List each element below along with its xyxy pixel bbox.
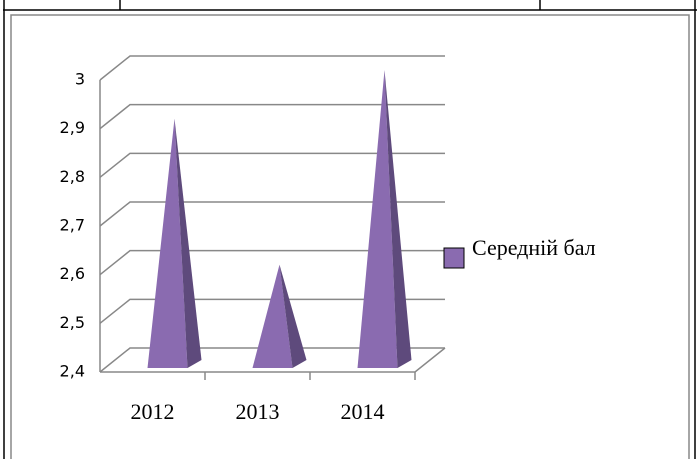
- pyramid-front: [252, 264, 293, 368]
- grid-line: [99, 249, 445, 276]
- x-tick-label: 2012: [131, 399, 175, 424]
- pyramid-side: [174, 118, 202, 369]
- y-tick-label: 2,7: [60, 216, 85, 235]
- legend-swatch: [443, 247, 465, 269]
- pyramid-front: [147, 118, 188, 369]
- pyramid-front: [357, 70, 398, 368]
- grid-line: [99, 201, 445, 227]
- y-tick-label: 2,8: [60, 167, 85, 186]
- grid-line: [99, 152, 445, 178]
- y-tick-label: 2,6: [60, 264, 85, 283]
- x-tick-label: 2013: [236, 399, 280, 424]
- y-tick-label: 3: [75, 70, 85, 89]
- grid-line: [99, 55, 445, 81]
- pyramid-side: [384, 70, 412, 368]
- y-tick-label: 2,9: [60, 118, 85, 137]
- grid-line: [99, 298, 445, 324]
- grid-line: [99, 347, 445, 373]
- y-tick-label: 2,5: [60, 313, 85, 332]
- pyramid-side: [279, 264, 307, 368]
- grid-line: [99, 103, 445, 130]
- table-borders: [3, 0, 697, 459]
- chart-frame: [10, 14, 690, 459]
- y-tick-label: 2,4: [60, 362, 85, 381]
- x-tick-label: 2014: [341, 399, 385, 424]
- legend-label: Середній бал: [472, 235, 596, 260]
